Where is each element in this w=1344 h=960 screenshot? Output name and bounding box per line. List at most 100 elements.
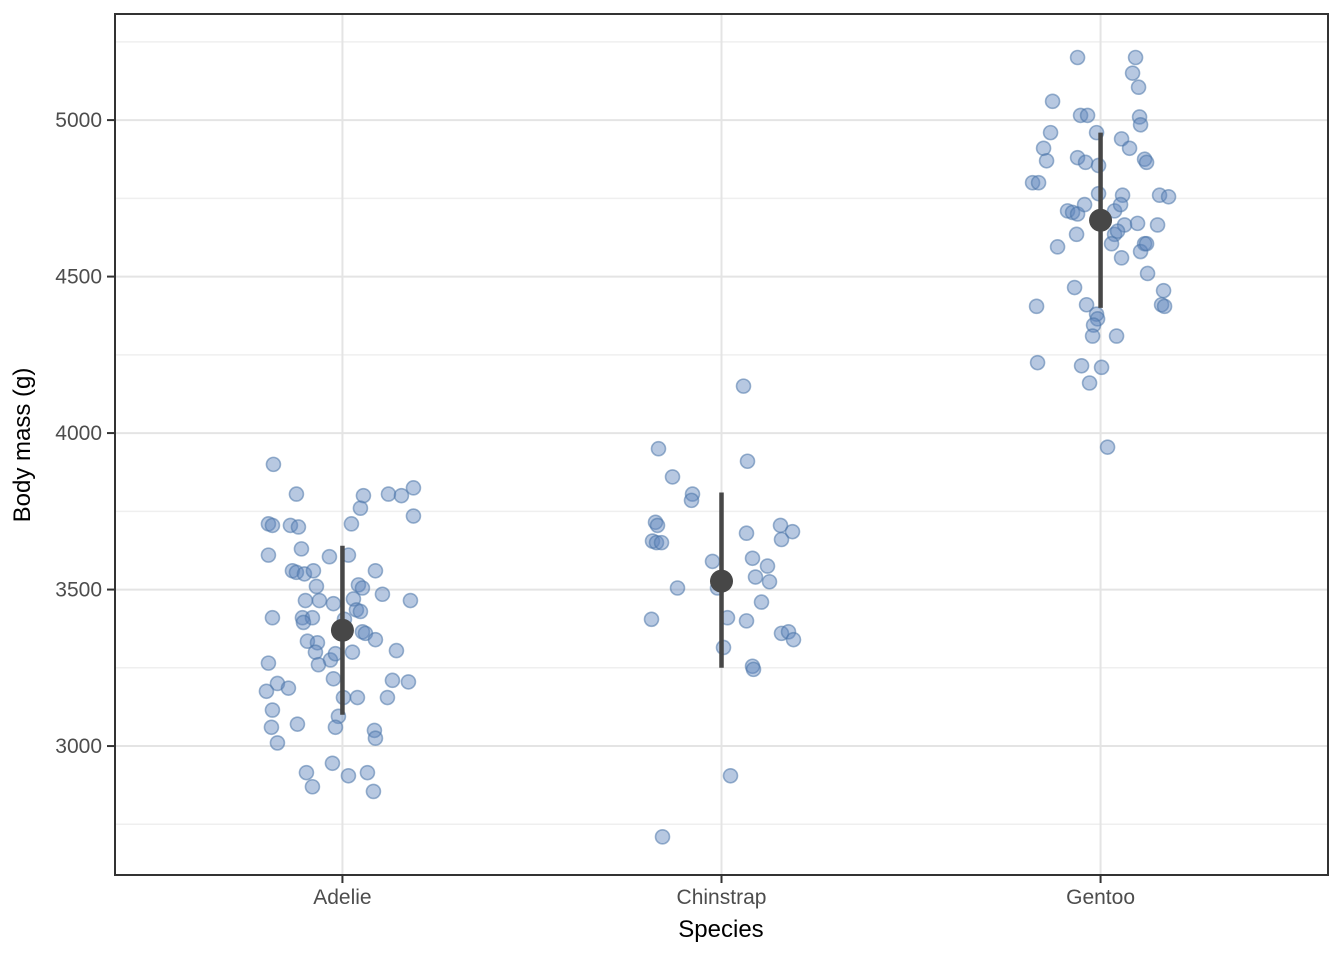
data-point — [355, 487, 372, 504]
x-axis-title: Species — [678, 916, 763, 943]
y-tick-label: 5000 — [55, 109, 102, 132]
data-point — [365, 783, 382, 800]
data-point — [739, 453, 756, 470]
data-point — [1160, 188, 1177, 205]
data-point — [1129, 215, 1146, 232]
data-point — [354, 580, 371, 596]
data-point — [288, 486, 305, 502]
data-point — [298, 764, 315, 781]
data-point — [1078, 296, 1095, 313]
data-point — [367, 631, 384, 648]
data-point — [405, 480, 422, 496]
data-point — [384, 672, 401, 689]
y-axis-title: Body mass (g) — [9, 368, 36, 523]
data-point — [1084, 328, 1101, 344]
data-point — [388, 642, 405, 659]
data-point — [683, 492, 700, 509]
x-tick-label: Adelie — [313, 886, 371, 909]
data-point — [753, 594, 770, 610]
data-point — [1069, 49, 1086, 66]
data-point — [1044, 93, 1061, 110]
data-point — [669, 580, 686, 596]
data-point — [1093, 359, 1110, 376]
y-tick-label: 4500 — [55, 266, 102, 289]
data-point — [340, 767, 357, 784]
mean-point — [710, 569, 733, 593]
data-point — [1038, 152, 1055, 169]
data-point — [1049, 239, 1066, 255]
data-point — [1132, 243, 1149, 260]
data-point — [1109, 223, 1126, 240]
mean-point — [330, 618, 354, 642]
data-point — [264, 702, 281, 718]
data-point — [1030, 174, 1047, 191]
data-point — [310, 656, 327, 673]
data-point — [263, 719, 280, 736]
data-point — [1114, 187, 1131, 204]
data-point — [1024, 174, 1041, 191]
data-point — [307, 644, 324, 660]
data-point — [311, 592, 328, 609]
data-point — [1073, 357, 1090, 374]
y-tick-label: 3000 — [55, 735, 102, 758]
data-point — [1076, 196, 1093, 213]
data-point — [258, 683, 275, 700]
data-point — [744, 550, 761, 567]
data-point — [1029, 354, 1046, 371]
data-point — [379, 689, 396, 706]
data-point — [759, 558, 776, 574]
data-point — [400, 674, 417, 690]
data-point — [352, 603, 369, 620]
data-point — [280, 680, 297, 696]
data-point — [1112, 196, 1129, 213]
data-point — [305, 562, 322, 579]
data-point — [722, 767, 739, 784]
data-point — [297, 592, 314, 609]
data-point — [1069, 149, 1086, 166]
y-tick-label: 4000 — [55, 422, 102, 445]
data-point — [374, 586, 391, 603]
data-point — [747, 569, 764, 585]
y-tick-label: 3500 — [55, 579, 102, 602]
data-point — [1121, 140, 1138, 157]
mean-point — [1089, 208, 1113, 232]
data-point — [1138, 154, 1155, 171]
data-point — [264, 609, 281, 626]
data-point — [704, 553, 721, 570]
data-point — [643, 611, 660, 628]
data-point — [738, 525, 755, 542]
data-point — [1139, 265, 1156, 282]
data-point — [664, 469, 681, 485]
chart-layers: 3000 3500 4000 4500 5000 Adelie Chinstrap Gento… — [55, 13, 1329, 909]
data-point — [393, 487, 410, 504]
data-point — [1108, 328, 1125, 344]
data-point — [380, 486, 397, 502]
data-point — [1155, 282, 1172, 299]
data-point — [1124, 65, 1141, 81]
data-point — [309, 634, 326, 651]
data-point — [349, 689, 366, 706]
data-point — [260, 547, 277, 563]
data-point — [1079, 107, 1096, 124]
data-point — [1066, 279, 1083, 296]
data-point — [1130, 79, 1147, 96]
data-point — [1138, 235, 1155, 252]
data-point — [325, 595, 342, 612]
data-point — [650, 440, 667, 457]
data-point — [773, 531, 790, 548]
data-point — [1077, 154, 1094, 171]
data-point — [738, 613, 755, 629]
data-point — [260, 655, 277, 671]
data-point — [296, 566, 313, 582]
data-point — [344, 644, 361, 660]
data-point — [785, 631, 802, 648]
data-point — [1149, 217, 1166, 233]
data-point — [359, 764, 376, 781]
data-point — [1042, 124, 1059, 141]
data-point — [352, 500, 369, 516]
data-point — [367, 730, 384, 747]
data-point — [402, 592, 419, 609]
data-point — [324, 755, 341, 772]
